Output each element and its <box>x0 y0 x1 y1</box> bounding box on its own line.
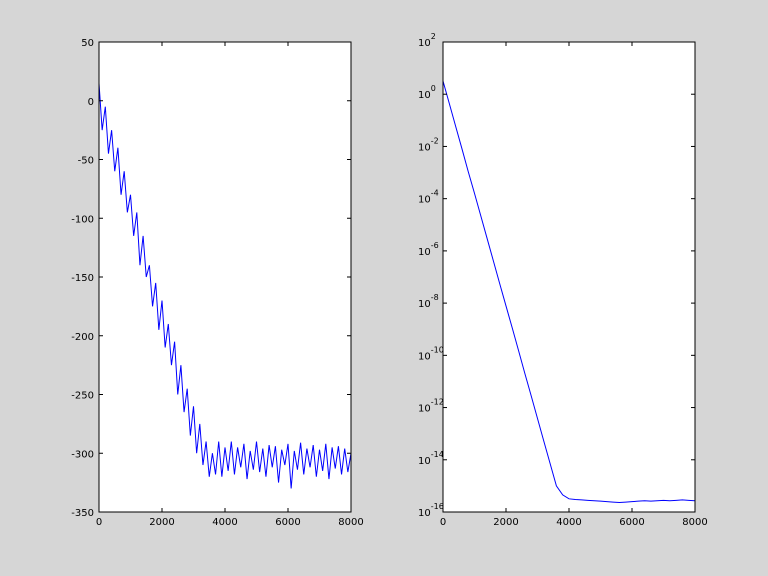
y-tick-label: 10-2 <box>418 136 439 153</box>
y-tick-exponent: -6 <box>431 241 439 250</box>
y-tick-label: -300 <box>71 449 94 460</box>
y-tick-exponent: -2 <box>431 136 439 145</box>
y-tick-label: -50 <box>78 156 94 167</box>
y-tick-label: -250 <box>71 391 94 402</box>
y-tick-label: 10-14 <box>418 450 444 467</box>
y-tick-label: 10-6 <box>418 241 439 258</box>
y-tick-base: 10 <box>418 247 431 258</box>
x-tick-label: 6000 <box>275 517 300 528</box>
y-tick-exponent: -14 <box>431 450 444 459</box>
axes-background <box>98 41 352 513</box>
y-tick-label: 102 <box>418 32 436 49</box>
y-tick-exponent: 2 <box>431 32 436 41</box>
axes-background <box>442 41 696 513</box>
data-line <box>98 83 352 489</box>
y-tick-label: -150 <box>71 273 94 284</box>
y-tick-base: 10 <box>418 351 431 362</box>
x-tick-label: 6000 <box>619 517 644 528</box>
y-tick-label: 10-10 <box>418 345 444 362</box>
y-tick-base: 10 <box>418 38 431 49</box>
y-tick-base: 10 <box>418 195 431 206</box>
x-tick-label: 8000 <box>682 517 707 528</box>
y-tick-exponent: -10 <box>431 345 444 354</box>
x-tick-label: 4000 <box>556 517 581 528</box>
y-tick-base: 10 <box>418 508 431 519</box>
y-tick-label: -100 <box>71 214 94 225</box>
data-line <box>442 80 696 504</box>
y-tick-label: 10-8 <box>418 293 439 310</box>
y-tick-label: 0 <box>88 97 94 108</box>
y-tick-base: 10 <box>418 142 431 153</box>
y-tick-label: 10-12 <box>418 398 444 415</box>
y-tick-base: 10 <box>418 456 431 467</box>
x-tick-label: 2000 <box>493 517 518 528</box>
x-tick-label: 2000 <box>149 517 174 528</box>
y-tick-exponent: -4 <box>431 189 439 198</box>
x-tick-label: 4000 <box>212 517 237 528</box>
y-tick-label: -350 <box>71 508 94 519</box>
y-tick-exponent: -16 <box>431 502 444 511</box>
x-tick-label: 8000 <box>338 517 363 528</box>
y-tick-exponent: -8 <box>431 293 439 302</box>
y-tick-base: 10 <box>418 90 431 101</box>
y-tick-exponent: 0 <box>431 84 436 93</box>
x-tick-label: 0 <box>96 517 102 528</box>
y-tick-exponent: -12 <box>431 398 444 407</box>
y-tick-base: 10 <box>418 299 431 310</box>
y-tick-label: 10-16 <box>418 502 444 519</box>
y-tick-label: 50 <box>81 38 94 49</box>
x-tick-label: 0 <box>440 517 446 528</box>
y-tick-label: 100 <box>418 84 436 101</box>
y-tick-base: 10 <box>418 404 431 415</box>
y-tick-label: -200 <box>71 332 94 343</box>
y-tick-label: 10-4 <box>418 189 439 206</box>
